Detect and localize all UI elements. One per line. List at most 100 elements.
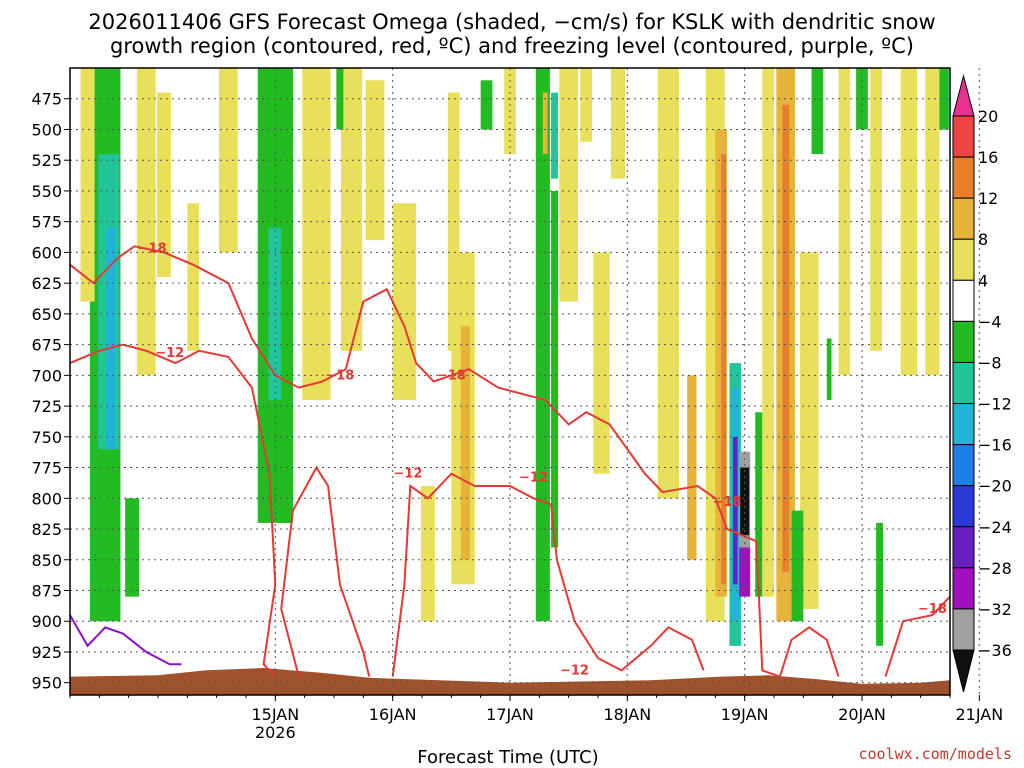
contour-m12-a	[69, 343, 277, 678]
contour-label-4: −12	[393, 467, 422, 482]
omega-shade-17	[281, 68, 293, 523]
colorbar-bottom-triangle	[952, 649, 975, 693]
contour-labels: −18 −12 −18 −18 −12 −12 −12 −18 −18	[138, 242, 947, 679]
omega-shade-56	[900, 68, 918, 376]
colorbar-label-7: −12	[978, 395, 1012, 414]
colorbar-block-0	[952, 115, 975, 158]
omega-shade-12	[156, 92, 171, 278]
omega-shade-32	[551, 92, 559, 179]
y-tick-label-13: 800	[31, 489, 62, 508]
y-tick-label-10: 725	[31, 397, 62, 416]
omega-shade-61	[826, 338, 832, 400]
omega-shade-31	[542, 92, 548, 155]
contour-label-5: −12	[519, 470, 548, 485]
chart-title-line2: growth region (contoured, red, ºC) and f…	[110, 34, 914, 58]
omega-shade-26	[460, 326, 471, 560]
y-axis: 475 500 525 550 575 600 625 650 675 700 725 750 775 8…	[31, 90, 70, 693]
colorbar-label-5: −4	[978, 312, 1002, 331]
contour-label-8: −18	[918, 602, 947, 617]
colorbar-label-6: −8	[978, 353, 1002, 372]
omega-shade-49	[811, 68, 824, 155]
contour-label-3: −18	[437, 368, 466, 383]
x-tick-label-0: 15JAN	[251, 705, 299, 724]
omega-shade-27	[480, 80, 493, 130]
colorbar-label-2: 12	[978, 189, 998, 208]
omega-shade-54	[870, 68, 882, 351]
omega-shade-22	[392, 203, 417, 400]
colorbar-block-11	[952, 567, 975, 610]
credit-text: coolwx.com/models	[858, 745, 1012, 763]
omega-shade-44	[732, 436, 738, 585]
omega-shade-37	[657, 68, 679, 499]
omega-shade-41	[721, 154, 726, 585]
colorbar-top-triangle	[952, 74, 975, 117]
y-tick-label-14: 825	[31, 520, 62, 539]
y-tick-label-15: 850	[31, 551, 62, 570]
omega-shade-9	[80, 68, 95, 302]
grid-lines	[69, 67, 980, 696]
colorbar-block-1	[952, 156, 975, 199]
omega-shade-40	[715, 129, 728, 597]
omega-shade-18	[302, 68, 331, 400]
x-tick-year-0: 2026	[255, 723, 296, 742]
freezing-level	[69, 614, 182, 666]
y-tick-label-7: 650	[31, 305, 62, 324]
y-tick-label-17: 900	[31, 612, 62, 631]
y-tick-label-11: 750	[31, 428, 62, 447]
terrain-fill	[70, 668, 950, 695]
omega-shade-14	[219, 68, 238, 253]
contour-m12-c	[391, 472, 705, 677]
y-tick-label-0: 475	[31, 90, 62, 109]
colorbar-block-2	[952, 197, 975, 240]
omega-shade-58	[939, 68, 949, 130]
colorbar-label-3: 8	[978, 230, 988, 249]
omega-shade-29	[559, 68, 579, 302]
contour-m12-d	[778, 626, 840, 677]
temperature-contours	[69, 245, 951, 678]
x-tick-label-1: 16JAN	[369, 705, 417, 724]
contour-label-7: −18	[713, 495, 742, 510]
y-tick-label-2: 525	[31, 151, 62, 170]
colorbar-label-11: −28	[978, 559, 1012, 578]
colorbar-label-9: −20	[978, 477, 1012, 496]
omega-shade-24	[447, 92, 460, 351]
y-tick-label-19: 950	[31, 674, 62, 693]
x-tick-label-2: 17JAN	[486, 705, 534, 724]
y-tick-label-6: 625	[31, 274, 62, 293]
x-axis-label: Forecast Time (UTC)	[417, 747, 598, 768]
contour-label-6: −12	[560, 663, 589, 678]
colorbar-label-12: −32	[978, 600, 1012, 619]
y-tick-label-5: 600	[31, 243, 62, 262]
x-tick-label-5: 20JAN	[838, 705, 886, 724]
x-tick-label-3: 18JAN	[603, 705, 651, 724]
colorbar: 20 16 12 8 4 −4 −8 −12 −16 −20 −24 −28 −32 −36	[952, 74, 1012, 693]
contour-m18	[69, 245, 781, 678]
omega-shade-10	[136, 68, 156, 376]
colorbar-label-4: 4	[978, 271, 988, 290]
omega-shade-35	[580, 68, 593, 142]
contour-label-0: −18	[138, 242, 167, 257]
y-tick-label-8: 675	[31, 336, 62, 355]
colorbar-block-3	[952, 238, 975, 281]
colorbar-block-8	[952, 444, 975, 487]
omega-shade-38	[687, 375, 697, 560]
colorbar-block-6	[952, 361, 975, 405]
omega-shade-33	[551, 190, 559, 548]
omega-shade-57	[925, 68, 940, 376]
omega-shade-47	[782, 104, 790, 573]
contour-label-1: −12	[155, 346, 184, 361]
y-tick-label-16: 875	[31, 582, 62, 601]
x-tick-label-4: 19JAN	[721, 705, 769, 724]
omega-shade-11	[125, 498, 140, 597]
terrain-surface	[70, 668, 950, 695]
omega-shade-50	[755, 412, 763, 597]
omega-shade-48	[799, 252, 819, 609]
contour-label-2: −18	[325, 368, 354, 383]
omega-shade-20	[365, 80, 385, 241]
colorbar-label-10: −24	[978, 518, 1012, 537]
colorbar-block-10	[952, 526, 975, 569]
colorbar-block-5	[952, 320, 975, 363]
y-tick-label-9: 700	[31, 366, 62, 385]
